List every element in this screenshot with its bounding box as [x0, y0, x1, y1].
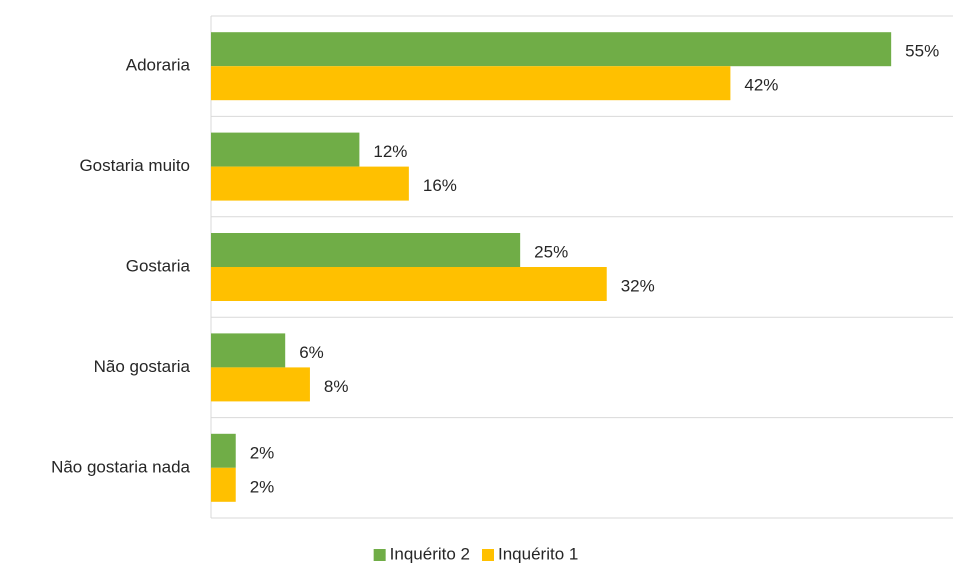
y-tick-label: Não gostaria nada — [51, 457, 190, 476]
y-tick-label: Gostaria — [126, 256, 191, 275]
bar — [211, 32, 892, 67]
bar — [211, 467, 236, 502]
data-label: 2% — [250, 477, 275, 496]
legend-swatch — [373, 549, 386, 561]
legend-label: Inquérito 1 — [498, 544, 578, 563]
bar — [211, 433, 236, 468]
bar — [211, 132, 360, 167]
data-label: 2% — [250, 443, 275, 462]
data-label: 55% — [905, 42, 939, 61]
data-label: 42% — [744, 76, 778, 95]
bar — [211, 66, 731, 101]
bar — [211, 267, 607, 301]
data-label: 32% — [621, 276, 655, 295]
data-label: 12% — [373, 142, 407, 161]
bar — [211, 367, 310, 402]
data-label: 25% — [534, 242, 568, 261]
y-tick-label: Adoraria — [126, 56, 191, 75]
bar — [211, 333, 286, 368]
y-tick-label: Gostaria muito — [79, 156, 190, 175]
data-label: 6% — [299, 343, 324, 362]
legend-label: Inquérito 2 — [390, 544, 470, 563]
y-tick-label: Não gostaria — [94, 357, 191, 376]
data-label: 16% — [423, 176, 457, 195]
bar — [211, 166, 409, 201]
legend-swatch — [482, 549, 494, 561]
data-label: 8% — [324, 377, 349, 396]
bar — [211, 233, 521, 267]
